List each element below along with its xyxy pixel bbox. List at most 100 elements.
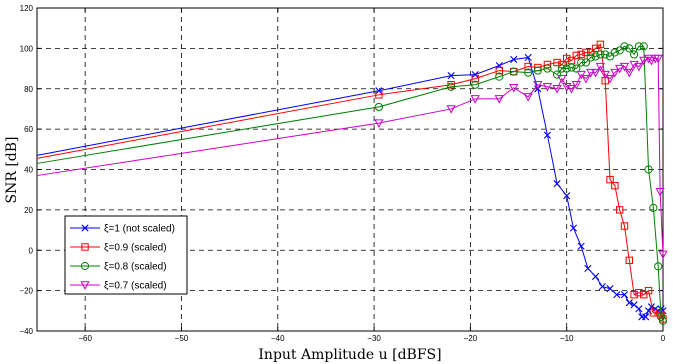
- data-point-marker: [562, 64, 571, 73]
- data-point-marker: [613, 291, 621, 299]
- data-point-marker: [646, 56, 657, 66]
- y-tick-label: 120: [20, 4, 34, 13]
- data-point-marker: [587, 48, 595, 57]
- data-point-marker: [494, 95, 504, 104]
- data-point-marker: [595, 62, 606, 72]
- data-point-marker: [635, 288, 643, 297]
- data-point-marker: [615, 206, 624, 214]
- series-layer: [36, 40, 668, 326]
- data-point-marker: [591, 272, 600, 281]
- data-point-marker: [640, 290, 648, 299]
- data-point-marker: [581, 58, 591, 67]
- data-point-marker: [471, 74, 479, 83]
- data-point-marker: [620, 291, 629, 299]
- data-point-marker: [611, 181, 619, 190]
- data-point-marker: [375, 91, 383, 99]
- data-point-marker: [639, 56, 649, 66]
- legend-label: ξ=0.8 (scaled): [104, 262, 167, 273]
- data-point-marker: [557, 74, 567, 84]
- data-point-marker: [606, 175, 614, 184]
- y-axis-title: SNR [dB]: [4, 136, 20, 203]
- data-point-marker: [610, 48, 619, 57]
- data-point-marker: [577, 50, 585, 59]
- data-point-marker: [543, 64, 552, 73]
- y-tick-label: 40: [24, 166, 33, 175]
- data-point-marker: [658, 316, 668, 326]
- data-point-marker: [644, 307, 653, 315]
- data-point-marker: [542, 83, 553, 92]
- data-point-marker: [605, 74, 615, 84]
- y-tick-label: 80: [24, 85, 33, 94]
- data-point-marker: [523, 93, 533, 102]
- data-point-marker: [605, 52, 615, 61]
- x-tick-label: −30: [367, 334, 381, 343]
- data-point-marker: [569, 224, 578, 232]
- data-point-marker: [558, 60, 566, 69]
- data-point-marker: [591, 44, 600, 53]
- data-point-marker: [615, 64, 625, 74]
- data-point-marker: [447, 72, 455, 80]
- data-point-marker: [586, 53, 595, 62]
- data-point-marker: [374, 119, 384, 128]
- data-point-marker: [586, 68, 596, 78]
- data-point-marker: [634, 42, 644, 51]
- data-point-marker: [644, 165, 653, 174]
- data-point-marker: [654, 262, 663, 271]
- y-tick-label: 100: [20, 44, 34, 53]
- data-point-marker: [572, 64, 581, 73]
- data-point-marker: [619, 62, 630, 72]
- legend-marker: [80, 281, 90, 290]
- data-point-marker: [630, 290, 638, 299]
- y-tick-label: 0: [29, 246, 34, 255]
- data-point-marker: [610, 68, 620, 78]
- data-point-marker: [625, 44, 634, 53]
- data-point-marker: [601, 50, 610, 59]
- data-point-marker: [655, 188, 665, 197]
- data-point-marker: [471, 71, 479, 79]
- y-tick-label: 20: [24, 206, 33, 215]
- data-point-marker: [524, 62, 532, 71]
- data-point-marker: [649, 309, 658, 317]
- data-point-marker: [620, 222, 629, 230]
- data-point-marker: [606, 285, 614, 293]
- data-point-marker: [567, 63, 576, 72]
- data-point-marker: [563, 192, 571, 200]
- x-tick-label: −40: [271, 334, 285, 343]
- data-point-marker: [557, 64, 566, 73]
- data-point-marker: [615, 46, 624, 55]
- legend-marker: [80, 261, 90, 271]
- data-point-marker: [620, 42, 629, 51]
- series-1: [36, 53, 667, 321]
- data-point-marker: [582, 48, 590, 57]
- data-point-marker: [375, 87, 383, 95]
- series-3: [36, 42, 668, 326]
- data-point-marker: [653, 54, 663, 64]
- data-point-marker: [625, 256, 633, 265]
- y-tick-label: −40: [19, 327, 33, 336]
- data-point-marker: [596, 50, 605, 59]
- data-point-marker: [624, 68, 634, 78]
- data-point-marker: [471, 80, 480, 89]
- data-point-marker: [598, 282, 606, 291]
- data-point-marker: [625, 299, 633, 307]
- data-point-marker: [510, 55, 518, 64]
- legend-marker: [81, 224, 89, 232]
- data-point-marker: [642, 313, 650, 321]
- data-point-marker: [656, 312, 666, 321]
- data-point-marker: [470, 95, 480, 104]
- x-axis-title: Input Amplitude u [dBFS]: [258, 347, 441, 363]
- x-tick-label: −20: [464, 334, 478, 343]
- x-tick-label: −10: [560, 334, 574, 343]
- data-point-marker: [562, 54, 571, 63]
- legend-marker: [81, 243, 89, 251]
- data-point-marker: [572, 51, 581, 60]
- data-point-marker: [571, 81, 581, 90]
- legend-label: ξ=1 (not scaled): [104, 224, 175, 235]
- data-point-marker: [446, 105, 456, 114]
- data-point-marker: [543, 60, 552, 69]
- data-point-marker: [576, 70, 586, 80]
- axis-ticks: −60 −50 −40 −30 −20 −10 0 −40 −20 0 20 40 60 80 100 120: [19, 4, 665, 343]
- data-point-marker: [577, 58, 586, 67]
- data-point-marker: [447, 82, 456, 91]
